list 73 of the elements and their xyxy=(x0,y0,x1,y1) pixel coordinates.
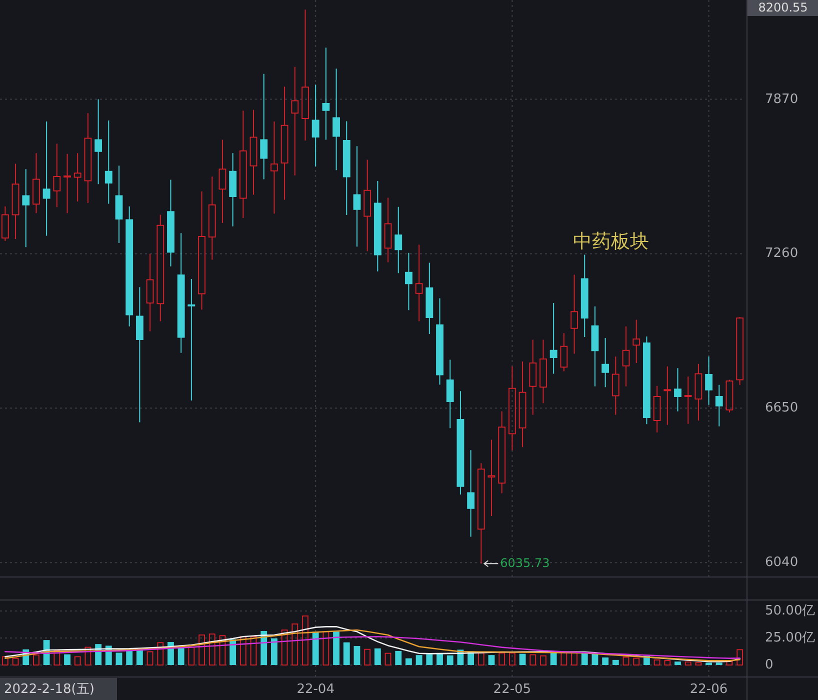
bar xyxy=(706,662,712,666)
y-tick-label: 7870 xyxy=(765,92,798,107)
bar xyxy=(498,652,506,666)
bar xyxy=(508,652,516,666)
bar xyxy=(540,655,546,666)
bar xyxy=(406,658,412,666)
bar xyxy=(633,658,640,666)
x-tick-label: 22-04 xyxy=(296,682,334,697)
bar xyxy=(674,662,681,666)
bar xyxy=(219,635,226,666)
bar xyxy=(384,652,392,666)
bar xyxy=(519,654,526,666)
bar xyxy=(146,651,154,666)
bar xyxy=(602,657,609,666)
bar xyxy=(198,634,205,666)
bar xyxy=(157,642,164,666)
bar xyxy=(126,650,133,666)
y-tick-label: 6650 xyxy=(765,400,798,416)
bar xyxy=(354,646,360,666)
bar xyxy=(426,654,433,666)
bar xyxy=(560,652,568,666)
bar xyxy=(446,655,454,666)
bar xyxy=(343,642,350,666)
y-tick-label: 7260 xyxy=(765,246,798,262)
bar xyxy=(2,656,8,666)
annotation: 6035.73 xyxy=(500,556,550,570)
bar xyxy=(364,648,371,666)
bar xyxy=(664,660,671,666)
bar xyxy=(208,634,216,666)
bar xyxy=(84,646,92,666)
bar xyxy=(322,631,330,666)
bar xyxy=(695,662,702,666)
bar xyxy=(684,661,692,666)
bar xyxy=(436,654,443,666)
bar xyxy=(333,632,340,666)
bar xyxy=(64,654,70,666)
bar xyxy=(240,636,246,666)
annotation: 中药板块 xyxy=(572,230,649,252)
line-series xyxy=(4,636,740,659)
bar xyxy=(416,655,422,666)
bar xyxy=(478,652,484,666)
bar xyxy=(374,648,381,666)
bar xyxy=(188,646,195,666)
text: 8200.55 xyxy=(758,0,808,14)
x-tick-label: 22-06 xyxy=(690,682,728,697)
bar xyxy=(488,655,495,666)
bar xyxy=(292,623,298,666)
bar xyxy=(12,658,19,666)
y-tick-label: 50.00亿 xyxy=(765,604,816,619)
bar xyxy=(530,654,536,666)
bar xyxy=(302,615,308,666)
x-tick-label: 22-05 xyxy=(493,682,532,697)
bar xyxy=(116,652,122,666)
bar xyxy=(54,650,60,666)
bar xyxy=(281,630,288,666)
bar xyxy=(654,659,660,666)
bar xyxy=(250,636,257,666)
bar xyxy=(33,654,40,666)
bar xyxy=(74,656,81,666)
bar xyxy=(622,656,630,666)
bar xyxy=(270,638,278,666)
bar xyxy=(571,651,578,666)
y-tick-label: 25.00亿 xyxy=(765,630,816,646)
text: 2022-2-18(五) xyxy=(4,682,94,697)
bar xyxy=(736,649,744,666)
bar xyxy=(726,661,733,666)
bar xyxy=(395,650,402,666)
bar xyxy=(312,632,319,666)
bar xyxy=(716,662,722,666)
y-tick-label: 6040 xyxy=(765,555,798,570)
bar xyxy=(612,660,619,666)
y-tick-label: 0 xyxy=(765,658,774,673)
bar xyxy=(136,650,143,666)
